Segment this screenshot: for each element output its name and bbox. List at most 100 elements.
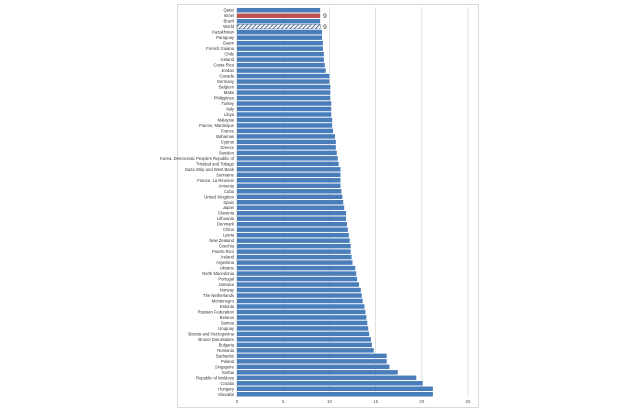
- category-label: New Zealand: [209, 238, 234, 243]
- bar: [237, 342, 372, 348]
- bar: [237, 320, 368, 326]
- bar: [237, 309, 366, 315]
- bar: [237, 106, 332, 112]
- bar: [237, 200, 344, 205]
- bar: [237, 381, 423, 386]
- bar: [237, 348, 374, 353]
- bar: [237, 7, 321, 13]
- bar: [237, 205, 345, 210]
- bar: [237, 101, 332, 106]
- x-tick-label: 5: [282, 399, 285, 404]
- bar: [237, 134, 335, 139]
- bar: [237, 232, 349, 238]
- bar: [237, 375, 417, 381]
- bar: [237, 13, 321, 18]
- bar: [237, 243, 351, 249]
- category-label: Barbados: [216, 353, 234, 358]
- category-label: Norway: [220, 288, 235, 293]
- bar: [237, 46, 323, 51]
- bar: [237, 145, 336, 150]
- data-label: 9: [323, 24, 327, 31]
- bar: [237, 370, 398, 375]
- category-label: Poland: [221, 359, 235, 364]
- category-label: France: [221, 128, 235, 133]
- category-label: Malta: [224, 90, 235, 95]
- category-label: Estonia: [220, 304, 235, 309]
- bar: [237, 123, 333, 128]
- category-label: Bulgaria: [219, 342, 235, 347]
- category-label: United Kingdom: [204, 194, 234, 199]
- category-label: World: [223, 24, 235, 29]
- bar: [237, 304, 365, 309]
- bar: [237, 287, 361, 293]
- category-label: Germany: [217, 79, 235, 84]
- bar: [237, 167, 341, 172]
- category-label: The Netherlands: [203, 293, 234, 298]
- category-label: Korea, Democratic People's Republic of: [160, 156, 235, 161]
- bar: [237, 282, 359, 287]
- bar: [237, 51, 324, 57]
- x-tick-label: 10: [327, 399, 333, 404]
- bar: [237, 29, 323, 35]
- bar: [237, 331, 370, 337]
- data-labels: 99: [323, 13, 327, 31]
- bar: [237, 337, 371, 342]
- category-label: Brazil: [224, 19, 235, 24]
- bar: [237, 18, 321, 24]
- bar: [237, 150, 337, 156]
- category-label: Philippines: [214, 96, 234, 101]
- category-label: Ireland: [221, 255, 234, 260]
- category-label: Japan: [223, 205, 235, 210]
- bar: [237, 260, 353, 265]
- bar: [237, 156, 338, 161]
- category-label: Bosnia and Herzegovina: [188, 331, 234, 336]
- bar: [237, 189, 342, 194]
- category-label: French Guiana: [206, 46, 234, 51]
- category-label: Jamaica: [218, 282, 234, 287]
- category-label: Brunei Darussalam: [198, 337, 234, 342]
- category-label: Iceland: [220, 57, 234, 62]
- category-label: Gaza Strip and West Bank: [185, 167, 235, 172]
- category-label: Guam: [223, 41, 235, 46]
- bar: [237, 117, 333, 123]
- category-label: Armenia: [218, 183, 234, 188]
- category-label: Denmark: [217, 222, 235, 227]
- category-label: Latvia: [223, 233, 235, 238]
- bar: [237, 68, 326, 73]
- category-label: Cyprus: [221, 139, 234, 144]
- category-label: Paraguay: [216, 35, 235, 40]
- data-label: 9: [323, 13, 327, 20]
- category-label: Spain: [223, 200, 234, 205]
- bar: [237, 79, 330, 84]
- bar: [237, 221, 347, 227]
- bar: [237, 216, 347, 221]
- bar: [237, 84, 331, 90]
- bar: [237, 40, 323, 46]
- x-tick-label: 25: [465, 399, 471, 404]
- bar: [237, 386, 433, 392]
- category-label: Hungary: [218, 386, 235, 391]
- category-label: Slovakia: [218, 392, 234, 397]
- x-tick-label: 15: [373, 399, 379, 404]
- category-label: Puerto Rico: [212, 249, 235, 254]
- category-label: Czechia: [219, 244, 235, 249]
- bar: [237, 254, 352, 260]
- bar: [237, 161, 339, 167]
- bar: [237, 249, 351, 254]
- category-label: Chile: [224, 52, 234, 57]
- category-label: France, Martinique: [199, 123, 235, 128]
- bar: [237, 265, 356, 271]
- bar: [237, 359, 387, 364]
- bar: [237, 315, 367, 320]
- category-label: Croatia: [221, 381, 235, 386]
- bar: [237, 183, 341, 189]
- category-label: Montenegro: [212, 298, 235, 303]
- category-label: North Macedonia: [202, 271, 235, 276]
- category-label: Suriname: [216, 172, 235, 177]
- bar: [237, 194, 343, 200]
- category-label: Argentina: [216, 260, 235, 265]
- bar: [236, 24, 321, 30]
- bar: [237, 73, 330, 79]
- category-label: Trinidad and Tobago: [196, 161, 235, 166]
- bar: [237, 364, 390, 370]
